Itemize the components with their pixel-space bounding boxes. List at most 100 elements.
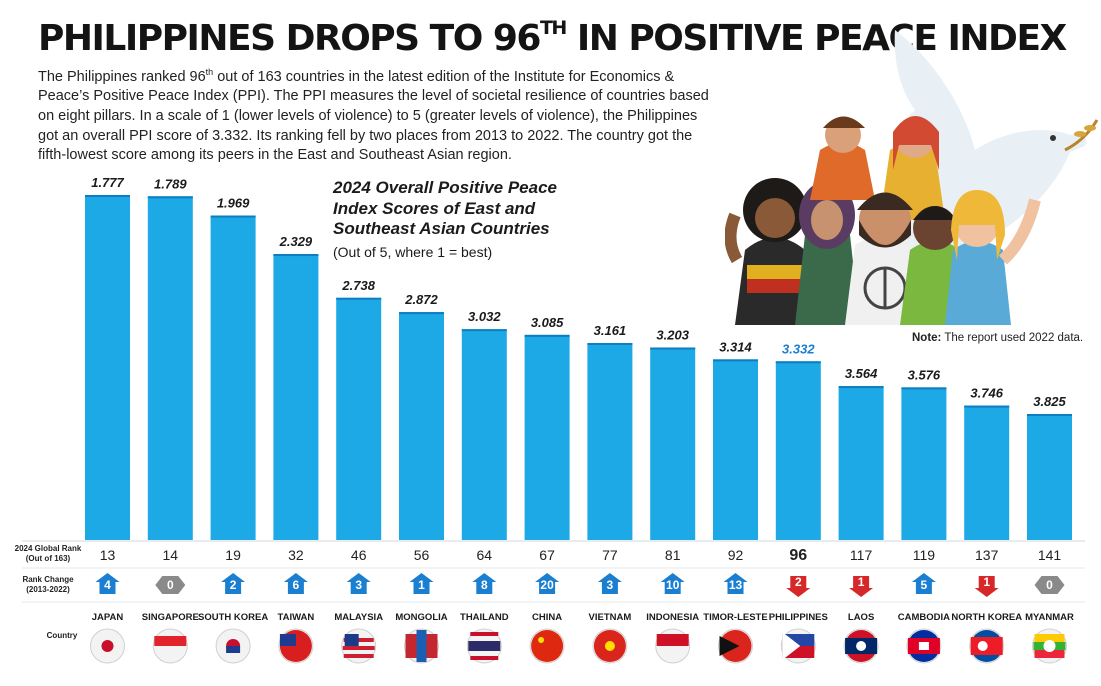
- rank-down-arrow-icon-philippines: [786, 576, 811, 597]
- flag-detail-thailand-red-bottom: [470, 656, 499, 660]
- chart-subtitle: (Out of 5, where 1 = best): [333, 244, 493, 260]
- flag-detail-taiwan-blue: [279, 634, 296, 646]
- note-label: Note:: [912, 332, 942, 344]
- rank-up-arrow-icon-south-korea: [221, 573, 246, 594]
- rank-change-mongolia: 1: [418, 578, 425, 592]
- rank-change-japan: 4: [104, 578, 111, 592]
- intro-part-1: The Philippines ranked 96: [38, 68, 206, 85]
- flag-detail-philippines-white: [782, 632, 801, 660]
- bar-cap-cambodia: [901, 387, 947, 390]
- global-rank-china: 67: [539, 547, 555, 563]
- country-name-taiwan: TAIWAN: [278, 612, 315, 623]
- flag-detail-myanmar-red: [1034, 650, 1065, 658]
- person-7-icon: [945, 190, 1041, 325]
- flag-detail-mongolia-mid: [416, 630, 427, 662]
- change-row-label-line-2: (2013-2022): [26, 585, 70, 594]
- rank-change-china: 20: [540, 578, 554, 592]
- rank-change-indonesia: 10: [666, 578, 680, 592]
- flag-detail-china-star: [538, 637, 545, 643]
- rank-up-arrow-icon-mongolia: [409, 573, 434, 594]
- country-name-north-korea: NORTH KOREA: [951, 612, 1022, 623]
- note-text: The report used 2022 data.: [941, 332, 1084, 344]
- bar-cap-timor-leste: [713, 359, 758, 362]
- flag-detail-nk-disc: [977, 641, 988, 651]
- global-rank-philippines: 96: [789, 547, 807, 564]
- dove-eye-icon: [1050, 135, 1056, 141]
- country-name-myanmar: MYANMAR: [1025, 612, 1074, 623]
- global-rank-laos: 117: [850, 547, 873, 563]
- person-1-icon: [725, 178, 815, 325]
- global-rank-mongolia: 56: [414, 547, 430, 563]
- bar-philippines: [775, 361, 821, 540]
- bar-cambodia: [901, 387, 947, 540]
- intro-ordinal: th: [205, 67, 214, 77]
- country-name-malaysia: MALAYSIA: [334, 612, 383, 623]
- flag-detail-japan: [101, 640, 114, 652]
- value-label-south-korea: 1.969: [217, 196, 250, 211]
- flag-detail-thailand-blue: [468, 641, 501, 651]
- headline-rest: IN POSITIVE PEACE INDEX: [565, 18, 1067, 59]
- bar-china: [524, 334, 570, 540]
- global-rank-north-korea: 137: [975, 547, 999, 563]
- intro-part-2: out of 163 countries in the latest editi…: [38, 68, 709, 164]
- global-rank-indonesia: 81: [665, 547, 681, 563]
- country-name-vietnam: VIETNAM: [589, 612, 632, 623]
- bar-thailand: [461, 329, 507, 540]
- person-3-icon: [810, 116, 875, 200]
- rank-up-arrow-icon-malaysia: [346, 573, 371, 594]
- value-label-japan: 1.777: [91, 175, 124, 190]
- rank-row-label-line-1: 2024 Global Rank: [15, 544, 82, 553]
- bar-cap-vietnam: [587, 342, 633, 345]
- flag-detail-myanmar-yellow: [1034, 634, 1065, 642]
- flag-detail-cambodia-temple: [918, 642, 929, 650]
- rank-up-arrow-icon-thailand: [472, 573, 497, 594]
- value-label-thailand: 3.032: [468, 309, 501, 324]
- bar-cap-laos: [838, 386, 884, 389]
- flag-detail-thailand-red-top: [470, 632, 499, 636]
- rank-up-arrow-icon-timor-leste: [723, 573, 748, 594]
- rank-unchanged-icon-singapore: [155, 576, 186, 594]
- rank-change-philippines: 2: [795, 575, 802, 589]
- person-4-icon: [880, 116, 945, 220]
- bar-cap-china: [524, 334, 570, 337]
- chart-title: 2024 Overall Positive Peace Index Scores…: [333, 178, 573, 240]
- country-name-timor-leste: TIMOR-LESTE: [703, 612, 767, 623]
- bar-cap-philippines: [775, 361, 821, 364]
- rank-change-singapore: 0: [167, 578, 174, 592]
- value-label-singapore: 1.789: [154, 176, 187, 191]
- country-name-thailand: THAILAND: [460, 612, 509, 623]
- bar-japan: [85, 195, 130, 540]
- global-rank-malaysia: 46: [351, 547, 367, 563]
- flag-detail-vietnam-star: [604, 641, 615, 651]
- rank-up-arrow-icon-japan: [95, 573, 120, 594]
- country-name-china: CHINA: [532, 612, 562, 623]
- global-rank-myanmar: 141: [1038, 547, 1062, 563]
- rank-change-laos: 1: [858, 575, 865, 589]
- bar-cap-mongolia: [399, 312, 444, 315]
- headline-ordinal: TH: [539, 17, 567, 39]
- bar-cap-japan: [85, 195, 130, 197]
- olive-branch-icon: [1064, 119, 1099, 152]
- value-label-timor-leste: 3.314: [719, 339, 752, 354]
- rank-down-arrow-icon-north-korea: [974, 576, 999, 597]
- rank-down-arrow-icon-laos: [849, 576, 874, 597]
- bar-cap-malaysia: [336, 297, 382, 300]
- value-label-mongolia: 2.872: [404, 292, 438, 307]
- country-name-singapore: SINGAPORE: [142, 612, 199, 623]
- value-label-cambodia: 3.576: [908, 367, 941, 382]
- bar-malaysia: [336, 297, 382, 540]
- people-dove-illustration: [725, 30, 1099, 325]
- rank-change-taiwan: 6: [293, 578, 300, 592]
- country-row-label: Country: [47, 631, 78, 640]
- bar-cap-indonesia: [650, 347, 696, 350]
- bar-south-korea: [210, 215, 256, 540]
- bar-north-korea: [964, 405, 1010, 540]
- global-rank-singapore: 14: [163, 547, 179, 563]
- bar-timor-leste: [713, 359, 758, 540]
- flag-detail-malaysia-canton: [344, 634, 359, 646]
- bar-laos: [838, 386, 884, 540]
- rank-up-arrow-icon-china: [535, 573, 560, 594]
- value-label-north-korea: 3.746: [970, 386, 1003, 401]
- intro-paragraph: The Philippines ranked 96th out of 163 c…: [38, 63, 718, 166]
- bar-cap-myanmar: [1027, 414, 1072, 416]
